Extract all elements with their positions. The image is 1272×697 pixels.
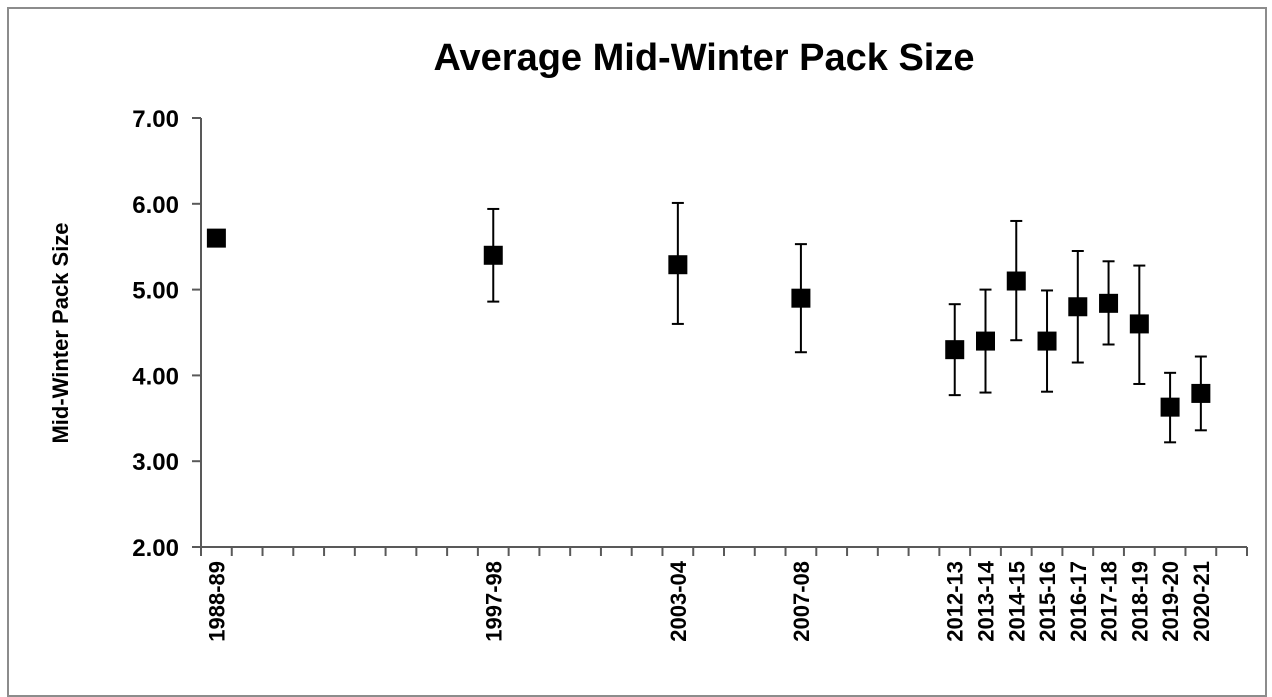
x-tick-label: 1997-98 [481,561,506,642]
data-point-marker [483,245,503,265]
y-tick-label: 6.00 [132,192,179,219]
data-point-marker [668,255,688,275]
data-point-marker [945,340,965,360]
chart-frame [7,7,1267,697]
x-tick-label: 2019-20 [1158,561,1183,642]
x-tick-label: 2014-15 [1004,561,1029,642]
data-point-marker [1160,397,1180,417]
axes [200,118,1247,548]
y-tick-label: 4.00 [132,363,179,390]
data-point-marker [1068,297,1088,317]
data-point-marker [1099,293,1119,313]
x-tick-label: 1988-89 [204,561,229,642]
x-tick-label: 2007-08 [789,561,814,642]
x-ticks: 1988-89 1997-98 2003-04 2007-08 2012-13 2013-… [200,547,1248,642]
x-tick-label: 2013-14 [974,560,999,642]
x-tick-label: 2003-04 [666,560,691,642]
y-axis-label: Mid-Winter Pack Size [48,222,73,443]
x-tick-label: 2020-21 [1189,561,1214,642]
y-tick-label: 3.00 [132,449,179,476]
y-ticks: 2.00 3.00 4.00 5.00 6.00 7.00 [132,106,201,562]
data-point-marker [1191,383,1211,403]
data-point-marker [1037,331,1057,351]
x-tick-label: 2018-19 [1127,561,1152,642]
data-point-marker [206,228,226,248]
data-point-marker [791,288,811,308]
error-bars [487,201,1207,444]
data-markers [206,228,1211,417]
y-tick-label: 7.00 [132,106,179,133]
y-tick-label: 2.00 [132,535,179,562]
data-point-marker [1006,271,1026,291]
chart-title: Average Mid-Winter Pack Size [434,37,975,79]
data-point-marker [1129,314,1149,334]
x-tick-label: 2017-18 [1097,561,1122,642]
data-point-marker [976,331,995,351]
x-tick-label: 2015-16 [1035,561,1060,642]
y-tick-label: 5.00 [132,278,179,305]
x-tick-label: 2016-17 [1066,561,1091,642]
x-tick-label: 2012-13 [943,561,968,642]
